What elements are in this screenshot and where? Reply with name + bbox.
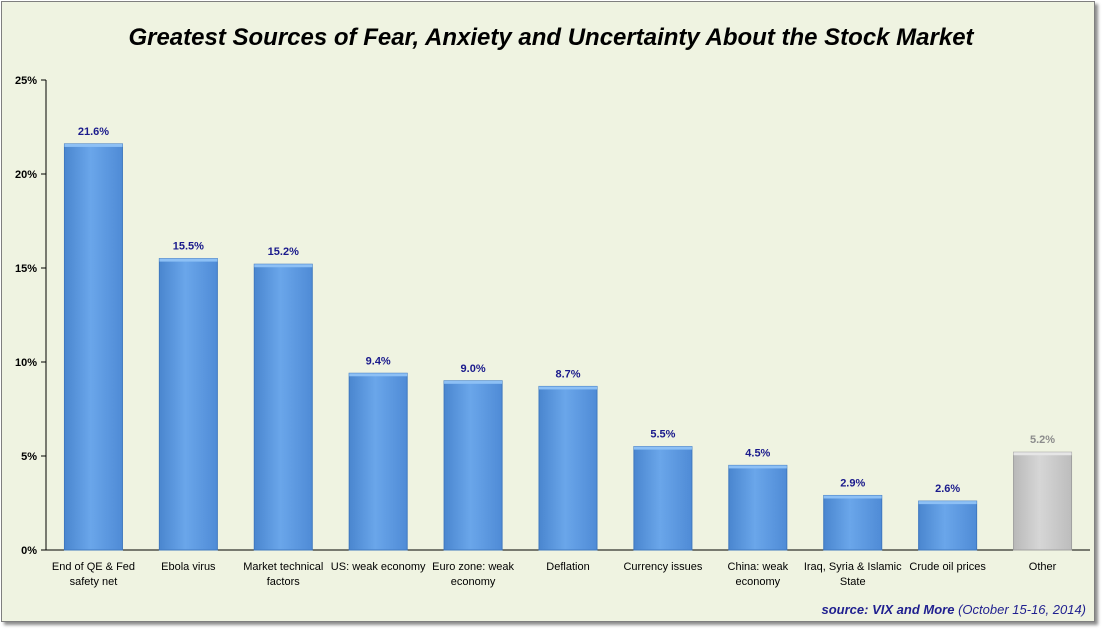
bar bbox=[253, 263, 313, 551]
bar-top-highlight bbox=[539, 386, 597, 390]
category-label-line: Ebola virus bbox=[161, 561, 216, 573]
chart-title: Greatest Sources of Fear, Anxiety and Un… bbox=[128, 24, 974, 51]
source-name: VIX and More bbox=[872, 602, 955, 617]
source-note: source: VIX and More (October 15-16, 201… bbox=[822, 602, 1086, 617]
x-axis-labels: End of QE & Fed safety net Ebola virus Mark… bbox=[52, 561, 1057, 588]
category-label-line: safety net bbox=[70, 576, 118, 588]
category-label: Other bbox=[1029, 561, 1057, 573]
category-label: US: weak economy bbox=[331, 561, 426, 573]
bar bbox=[538, 385, 598, 551]
category-label: Euro zone: weak economy bbox=[432, 561, 514, 588]
category-label-line: factors bbox=[267, 576, 301, 588]
value-label: 5.2% bbox=[1030, 434, 1055, 446]
bar bbox=[348, 372, 408, 551]
bar-top-highlight bbox=[64, 143, 123, 147]
category-label: Iraq, Syria & Islamic State bbox=[804, 561, 902, 588]
bars bbox=[63, 143, 1073, 551]
category-label: China: weak economy bbox=[728, 561, 789, 588]
category-label-line: Currency issues bbox=[623, 561, 702, 573]
bar bbox=[443, 380, 503, 551]
bar bbox=[918, 500, 978, 551]
y-tick-label: 25% bbox=[15, 75, 37, 87]
value-labels: 21.6% 15.5% 15.2% 9.4% 9.0% 8.7% 5.5% 4.5% 2.9% 2… bbox=[78, 126, 1055, 495]
y-tick-label: 5% bbox=[21, 451, 37, 463]
value-label: 5.5% bbox=[650, 429, 675, 441]
value-label: 8.7% bbox=[555, 368, 580, 380]
bar-top-highlight bbox=[444, 380, 503, 384]
y-tick-label: 20% bbox=[15, 169, 37, 181]
bar-top-highlight bbox=[159, 258, 218, 262]
category-label: Ebola virus bbox=[161, 561, 216, 573]
category-label-line: Deflation bbox=[546, 561, 589, 573]
category-label: Currency issues bbox=[623, 561, 702, 573]
category-label-line: economy bbox=[451, 576, 496, 588]
category-label-line: US: weak economy bbox=[331, 561, 426, 573]
y-tick-label: 0% bbox=[21, 545, 37, 557]
bar-top-highlight bbox=[918, 501, 977, 505]
value-label: 9.4% bbox=[366, 355, 391, 367]
bar-top-highlight bbox=[254, 264, 313, 268]
bar-top-highlight bbox=[728, 465, 787, 469]
category-label-line: Crude oil prices bbox=[909, 561, 986, 573]
bar-top-highlight bbox=[349, 373, 408, 377]
value-label: 15.2% bbox=[268, 246, 299, 258]
y-tick-label: 15% bbox=[15, 263, 37, 275]
bar bbox=[823, 494, 883, 551]
category-label-line: Other bbox=[1029, 561, 1057, 573]
value-label: 21.6% bbox=[78, 126, 109, 138]
bar bbox=[63, 143, 123, 551]
bar-top-highlight bbox=[633, 446, 692, 450]
category-label-line: economy bbox=[735, 576, 780, 588]
y-tick-label: 10% bbox=[15, 357, 37, 369]
bar-top-highlight bbox=[1013, 452, 1072, 456]
bar bbox=[633, 446, 693, 551]
category-label: Deflation bbox=[546, 561, 589, 573]
value-label: 15.5% bbox=[173, 241, 204, 253]
bar-top-highlight bbox=[823, 495, 882, 499]
value-label: 4.5% bbox=[745, 447, 770, 459]
category-label-line: Euro zone: weak bbox=[432, 561, 514, 573]
value-label: 9.0% bbox=[461, 363, 486, 375]
value-label: 2.6% bbox=[935, 483, 960, 495]
bar bbox=[728, 464, 788, 551]
source-dates: (October 15-16, 2014) bbox=[958, 602, 1086, 617]
category-label: End of QE & Fed safety net bbox=[52, 561, 135, 588]
category-label-line: State bbox=[840, 576, 866, 588]
category-label: Crude oil prices bbox=[909, 561, 986, 573]
category-label-line: Iraq, Syria & Islamic bbox=[804, 561, 902, 573]
bar bbox=[1013, 451, 1073, 551]
value-label: 2.9% bbox=[840, 477, 865, 489]
bar bbox=[158, 258, 218, 551]
category-label: Market technical factors bbox=[243, 561, 323, 588]
category-label-line: End of QE & Fed bbox=[52, 561, 135, 573]
source-label: source: bbox=[821, 602, 869, 617]
category-label-line: Market technical bbox=[243, 561, 323, 573]
category-label-line: China: weak bbox=[728, 561, 789, 573]
